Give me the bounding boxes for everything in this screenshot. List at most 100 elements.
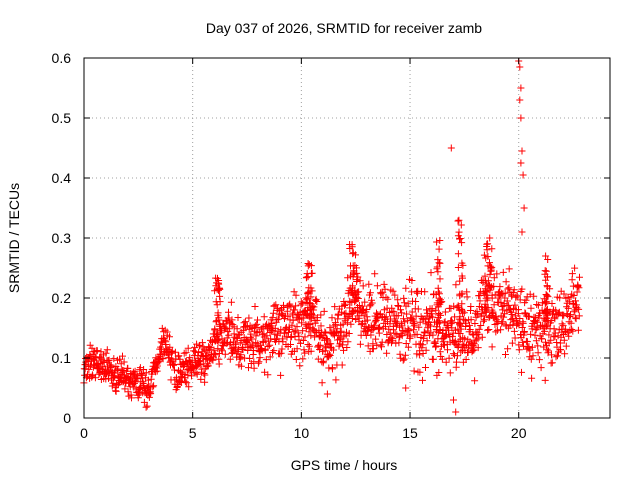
data-point: [414, 305, 422, 313]
data-point: [250, 364, 258, 372]
x-tick-label: 5: [189, 425, 197, 441]
data-point: [214, 330, 222, 338]
data-point: [548, 317, 556, 324]
data-point: [462, 356, 470, 363]
data-point: [534, 349, 542, 357]
data-point: [450, 396, 457, 404]
data-point: [124, 364, 132, 372]
data-point: [391, 329, 399, 337]
data-point: [458, 272, 466, 280]
data-point: [436, 259, 444, 267]
data-point: [342, 300, 349, 308]
data-point: [305, 284, 313, 292]
data-point: [300, 308, 308, 315]
data-point: [317, 311, 325, 319]
data-point: [289, 316, 297, 324]
data-point: [361, 298, 369, 306]
data-point: [471, 377, 479, 385]
data-point: [347, 288, 355, 296]
data-point: [445, 354, 453, 362]
data-point: [470, 340, 478, 348]
data-point: [436, 275, 444, 283]
data-point: [571, 314, 579, 322]
data-point: [247, 330, 255, 338]
data-point: [452, 281, 460, 289]
data-point: [500, 313, 508, 321]
data-point: [425, 321, 433, 329]
data-point: [518, 368, 525, 376]
data-point: [412, 298, 420, 305]
data-point: [387, 315, 394, 323]
data-point: [457, 221, 465, 229]
data-point: [498, 319, 506, 327]
data-point: [484, 326, 492, 334]
data-point: [474, 344, 482, 352]
data-point: [435, 294, 443, 302]
data-point: [204, 362, 212, 370]
data-point: [84, 370, 92, 378]
data-point: [182, 349, 190, 357]
data-point: [422, 364, 429, 371]
data-point: [228, 316, 236, 324]
data-point: [371, 270, 379, 278]
data-point: [501, 289, 509, 297]
data-point: [470, 346, 478, 354]
data-point: [293, 345, 301, 353]
data-point: [234, 314, 242, 321]
data-point: [543, 273, 551, 281]
data-point: [519, 319, 527, 327]
data-point: [454, 217, 462, 225]
data-point: [488, 263, 496, 271]
data-point: [513, 292, 521, 300]
data-point: [313, 298, 321, 305]
data-point: [256, 354, 264, 362]
data-point: [427, 322, 434, 330]
data-point: [337, 327, 345, 335]
data-point: [326, 324, 334, 332]
data-point: [198, 339, 206, 347]
data-point: [103, 346, 111, 354]
data-point: [401, 318, 409, 326]
data-point: [507, 316, 515, 324]
data-point: [349, 273, 357, 281]
data-point: [456, 292, 464, 300]
data-point: [545, 331, 553, 339]
data-point: [433, 238, 441, 246]
data-point: [482, 306, 490, 314]
data-point: [207, 343, 215, 351]
data-point: [124, 388, 132, 396]
data-point: [354, 304, 361, 311]
grid: [84, 58, 610, 418]
data-point: [318, 379, 326, 387]
data-point: [502, 351, 509, 358]
y-axis-label: SRMTID / TECUs: [6, 183, 22, 293]
data-point: [544, 256, 552, 263]
data-point: [308, 311, 316, 318]
data-point: [213, 301, 221, 309]
data-point: [221, 350, 229, 358]
data-point: [527, 330, 535, 338]
data-point: [453, 358, 460, 366]
data-point: [371, 318, 379, 326]
data-point: [461, 335, 469, 343]
data-point: [180, 349, 188, 357]
data-point: [237, 362, 245, 370]
data-point: [278, 345, 286, 353]
data-point: [363, 306, 371, 313]
data-point: [452, 408, 460, 416]
data-point: [142, 403, 150, 411]
data-point: [441, 308, 449, 316]
data-point: [191, 348, 199, 356]
data-point: [261, 346, 269, 354]
data-point: [400, 299, 408, 307]
data-point: [304, 341, 312, 348]
data-point: [321, 328, 329, 336]
data-point: [448, 317, 455, 325]
x-axis-label: GPS time / hours: [291, 457, 398, 473]
data-point: [543, 314, 551, 322]
data-point: [568, 276, 576, 284]
data-point: [486, 259, 493, 267]
data-point: [509, 321, 517, 329]
data-point: [545, 339, 553, 347]
data-point: [142, 369, 150, 377]
